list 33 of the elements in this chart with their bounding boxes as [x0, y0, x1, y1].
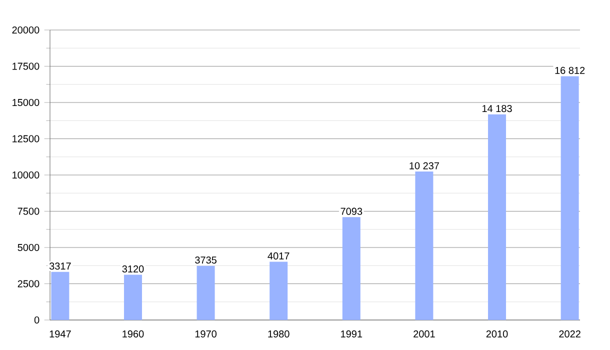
- y-tick-label: 17500: [12, 62, 40, 70]
- y-tick-label: 2500: [18, 280, 40, 288]
- data-label: 10 237: [410, 162, 439, 170]
- y-tick-label: 10000: [12, 171, 40, 179]
- x-tick-label: 2001: [414, 330, 435, 338]
- x-tick-label: 1970: [195, 330, 217, 338]
- data-label: 14 183: [482, 104, 512, 112]
- data-label: 3735: [195, 256, 216, 264]
- y-tick-label: 15000: [12, 98, 40, 106]
- x-tick-label: 1980: [268, 330, 290, 338]
- bar: [560, 76, 579, 320]
- y-tick-label: 0: [34, 316, 40, 324]
- bar: [196, 266, 215, 320]
- data-label: 16 812: [555, 66, 585, 74]
- data-label: 3120: [122, 265, 144, 272]
- bar: [488, 114, 506, 320]
- bar: [415, 172, 434, 320]
- data-label: 3317: [49, 262, 71, 270]
- y-tick-label: 12500: [12, 135, 40, 142]
- bar: [270, 262, 288, 320]
- x-tick-label: 2010: [486, 330, 508, 338]
- y-tick-label: 20000: [12, 26, 40, 34]
- x-tick-label: 1960: [122, 330, 144, 338]
- y-tick-label: 7500: [18, 208, 40, 215]
- bar: [51, 272, 70, 320]
- data-label: 4017: [268, 252, 290, 260]
- data-label: 7093: [340, 208, 362, 215]
- y-tick-label: 5000: [18, 244, 40, 252]
- x-tick-label: 2022: [559, 330, 580, 338]
- x-tick-label: 1947: [50, 330, 71, 338]
- bar: [342, 217, 360, 320]
- x-tick-label: 1991: [341, 330, 362, 338]
- bar: [124, 274, 142, 320]
